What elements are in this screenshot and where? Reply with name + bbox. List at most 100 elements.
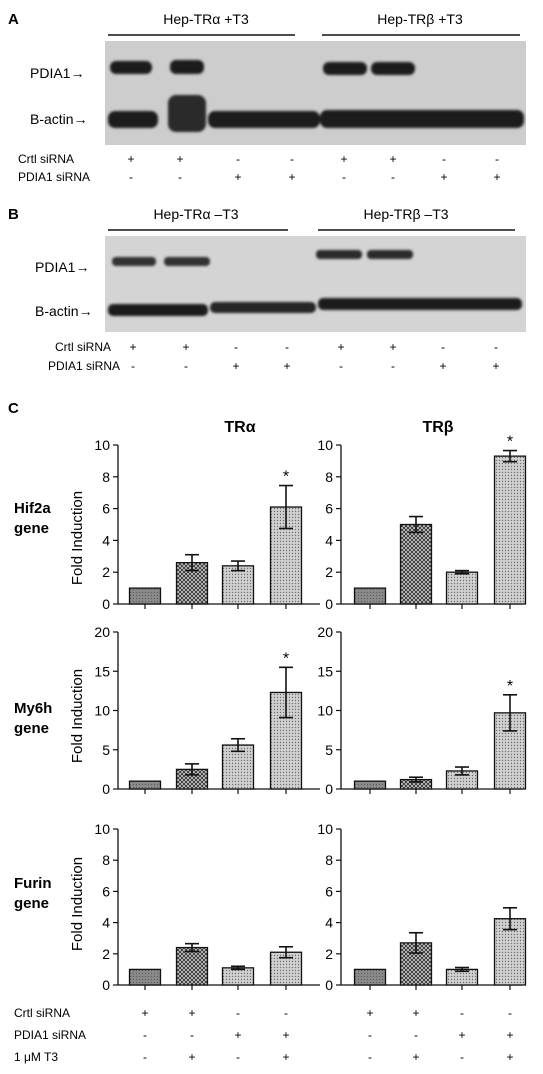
condition-sign: -: [460, 1050, 464, 1064]
band: [110, 61, 152, 74]
sign-mark: -: [236, 152, 240, 166]
y-tick-label: 6: [102, 883, 110, 899]
bar: [399, 942, 433, 986]
chart-4: 0 2 4 6 8 10: [94, 821, 320, 993]
significance-star: *: [507, 434, 513, 451]
condition-sign: +: [282, 1028, 289, 1042]
sign-mark: +: [439, 359, 446, 373]
row-title-hif2a: Hif2a: [14, 500, 51, 517]
y-axis-label-furin: Fold Induction: [69, 857, 86, 951]
column-title-tra: TRα: [224, 419, 255, 436]
y-tick-label: 20: [317, 624, 333, 640]
band-label-pdia1-a: PDIA1→: [30, 65, 84, 81]
y-tick-label: 20: [94, 624, 110, 640]
y-tick-label: 6: [102, 501, 110, 517]
condition-sign: -: [508, 1006, 512, 1020]
y-tick-label: 0: [325, 596, 333, 612]
y-tick-label: 10: [94, 703, 110, 719]
significance-star: *: [283, 469, 289, 486]
y-tick-label: 6: [325, 501, 333, 517]
bar: [128, 780, 162, 790]
y-tick-label: 6: [325, 883, 333, 899]
condition-sign: +: [282, 1050, 289, 1064]
panel-a: A Hep-TRα +T3 Hep-TRβ +T3 PDIA1→ B-actin…: [8, 11, 526, 184]
bar: [353, 968, 387, 986]
chart-2: 0 5 10 15 20 *: [94, 624, 320, 797]
sign-mark: +: [182, 340, 189, 354]
sign-mark: -: [391, 359, 395, 373]
bands-b: [108, 250, 522, 316]
condition-sign: -: [368, 1028, 372, 1042]
condition-sign: -: [460, 1006, 464, 1020]
band: [367, 250, 413, 259]
panel-letter-a: A: [8, 11, 19, 28]
y-tick-label: 8: [102, 469, 110, 485]
sign-mark: -: [441, 340, 445, 354]
significance-star: *: [507, 678, 513, 695]
group-label-b1: Hep-TRα –T3: [153, 206, 238, 222]
condition-sign: -: [143, 1028, 147, 1042]
sign-mark: -: [184, 359, 188, 373]
y-tick-label: 8: [325, 852, 333, 868]
row-title-my6h-gene: gene: [14, 720, 49, 737]
condition-sign: +: [506, 1028, 513, 1042]
chart-3: 0 5 10 15 20 *: [317, 624, 527, 797]
sign-mark: +: [493, 170, 500, 184]
column-title-trb: TRβ: [422, 419, 453, 436]
sign-mark: +: [127, 152, 134, 166]
y-tick-label: 4: [325, 532, 333, 548]
bar: [221, 565, 255, 605]
panel-b: B Hep-TRα –T3 Hep-TRβ –T3 PDIA1→ B-actin…: [8, 206, 526, 373]
y-tick-label: 2: [325, 564, 333, 580]
condition-sign: -: [190, 1028, 194, 1042]
y-axis-label-my6h: Fold Induction: [69, 669, 86, 763]
y-tick-label: 10: [317, 437, 333, 453]
condition-sign: -: [236, 1050, 240, 1064]
sign-mark: +: [232, 359, 239, 373]
band: [316, 250, 362, 259]
sign-mark: -: [285, 340, 289, 354]
y-tick-label: 15: [94, 663, 110, 679]
condition-sign: -: [236, 1006, 240, 1020]
y-tick-label: 0: [102, 977, 110, 993]
panel-letter-c: C: [8, 400, 19, 417]
y-tick-label: 10: [94, 437, 110, 453]
y-tick-label: 5: [325, 742, 333, 758]
sign-mark: +: [234, 170, 241, 184]
bar: [128, 587, 162, 605]
y-tick-label: 10: [317, 703, 333, 719]
y-tick-label: 4: [102, 915, 110, 931]
sign-mark: -: [131, 359, 135, 373]
chart-0: 0 2 4 6 8 10 *: [94, 437, 320, 612]
band: [320, 110, 524, 128]
bands-a: [108, 60, 524, 132]
sign-mark: +: [129, 340, 136, 354]
significance-star: *: [283, 650, 289, 667]
sign-mark: -: [391, 170, 395, 184]
condition-label-pdia1: PDIA1 siRNA: [14, 1028, 86, 1042]
y-tick-label: 2: [325, 946, 333, 962]
condition-sign: +: [412, 1050, 419, 1064]
bar: [128, 968, 162, 986]
band: [168, 95, 206, 132]
condition-sign: +: [141, 1006, 148, 1020]
bar: [445, 571, 479, 605]
row-label-crtl-a: Crtl siRNA: [18, 152, 74, 166]
band: [318, 298, 522, 310]
y-tick-label: 0: [325, 781, 333, 797]
band: [164, 257, 210, 266]
sign-mark: +: [492, 359, 499, 373]
condition-sign: +: [366, 1006, 373, 1020]
y-tick-label: 10: [317, 821, 333, 837]
blot-a: [105, 41, 526, 145]
band-label-bactin-a: B-actin→: [30, 111, 88, 127]
y-tick-label: 8: [325, 469, 333, 485]
condition-sign: -: [414, 1028, 418, 1042]
sign-mark: +: [337, 340, 344, 354]
y-tick-label: 15: [317, 663, 333, 679]
row-label-pdia1-a: PDIA1 siRNA: [18, 170, 90, 184]
y-tick-label: 0: [102, 781, 110, 797]
band-label-bactin-b: B-actin→: [35, 303, 93, 319]
condition-sign: -: [368, 1050, 372, 1064]
